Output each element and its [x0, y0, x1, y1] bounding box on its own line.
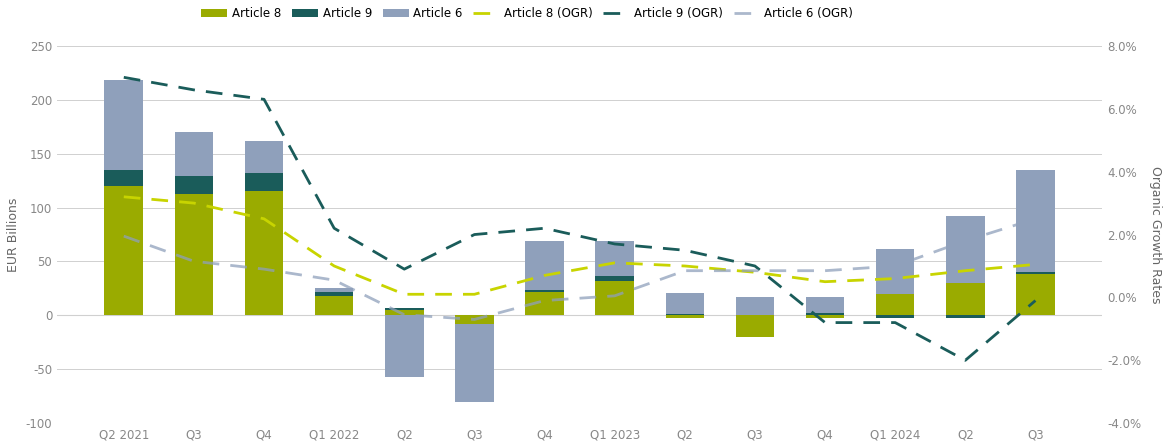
- Article 8 (OGR): [818, 279, 832, 284]
- Bar: [385, 310, 423, 315]
- Article 8 (OGR): [959, 268, 973, 273]
- Article 8 (OGR): [327, 263, 341, 269]
- Article 9 (OGR): [117, 75, 131, 80]
- Article 6 (OGR): [468, 317, 482, 322]
- Bar: [805, 313, 844, 315]
- Bar: [1016, 275, 1054, 315]
- Bar: [104, 170, 143, 186]
- Article 8 (OGR): [538, 273, 552, 278]
- Article 6 (OGR): [327, 277, 341, 283]
- Bar: [735, 297, 774, 315]
- Article 9 (OGR): [257, 97, 271, 102]
- Article 6 (OGR): [888, 263, 902, 269]
- Bar: [455, 324, 493, 402]
- Article 9 (OGR): [397, 267, 411, 272]
- Article 6 (OGR): [608, 293, 622, 298]
- Article 8 (OGR): [468, 292, 482, 297]
- Bar: [595, 241, 634, 276]
- Bar: [735, 315, 774, 337]
- Bar: [876, 249, 914, 294]
- Bar: [174, 132, 213, 177]
- Article 8 (OGR): [257, 216, 271, 221]
- Line: Article 6 (OGR): Article 6 (OGR): [124, 219, 1036, 319]
- Bar: [385, 308, 423, 310]
- Bar: [314, 289, 353, 292]
- Bar: [104, 186, 143, 315]
- Bar: [946, 315, 984, 318]
- Article 9 (OGR): [538, 225, 552, 231]
- Bar: [876, 315, 914, 318]
- Bar: [595, 281, 634, 315]
- Bar: [525, 292, 563, 315]
- Y-axis label: EUR Billions: EUR Billions: [7, 198, 20, 272]
- Article 8 (OGR): [608, 260, 622, 266]
- Bar: [385, 315, 423, 377]
- Line: Article 8 (OGR): Article 8 (OGR): [124, 197, 1036, 294]
- Article 9 (OGR): [748, 263, 762, 269]
- Bar: [805, 315, 844, 318]
- Article 6 (OGR): [818, 268, 832, 273]
- Bar: [665, 315, 704, 318]
- Bar: [665, 314, 704, 315]
- Article 8 (OGR): [117, 194, 131, 199]
- Article 9 (OGR): [678, 248, 692, 253]
- Article 6 (OGR): [678, 268, 692, 273]
- Article 6 (OGR): [397, 312, 411, 317]
- Article 8 (OGR): [1029, 262, 1043, 267]
- Bar: [314, 296, 353, 315]
- Bar: [244, 141, 283, 173]
- Line: Article 9 (OGR): Article 9 (OGR): [124, 78, 1036, 360]
- Article 8 (OGR): [748, 270, 762, 275]
- Article 9 (OGR): [1029, 298, 1043, 303]
- Article 6 (OGR): [748, 268, 762, 273]
- Article 9 (OGR): [468, 232, 482, 237]
- Bar: [946, 283, 984, 315]
- Article 6 (OGR): [538, 298, 552, 303]
- Article 9 (OGR): [608, 241, 622, 247]
- Bar: [525, 241, 563, 289]
- Bar: [876, 294, 914, 315]
- Article 9 (OGR): [327, 225, 341, 231]
- Bar: [1016, 272, 1054, 275]
- Article 6 (OGR): [257, 267, 271, 272]
- Bar: [314, 292, 353, 296]
- Article 9 (OGR): [818, 320, 832, 325]
- Bar: [665, 293, 704, 314]
- Bar: [174, 194, 213, 315]
- Bar: [104, 80, 143, 170]
- Article 8 (OGR): [678, 263, 692, 269]
- Legend: Article 8, Article 9, Article 6, Article 8 (OGR), Article 9 (OGR), Article 6 (OG: Article 8, Article 9, Article 6, Article…: [196, 3, 858, 25]
- Bar: [174, 177, 213, 194]
- Bar: [455, 315, 493, 324]
- Bar: [525, 289, 563, 292]
- Bar: [805, 297, 844, 313]
- Y-axis label: Organic Growth Rates: Organic Growth Rates: [1149, 166, 1162, 303]
- Bar: [244, 191, 283, 315]
- Article 6 (OGR): [1029, 216, 1043, 221]
- Article 9 (OGR): [959, 358, 973, 363]
- Bar: [595, 276, 634, 281]
- Article 9 (OGR): [187, 87, 201, 93]
- Bar: [244, 173, 283, 191]
- Article 6 (OGR): [959, 238, 973, 244]
- Article 8 (OGR): [888, 276, 902, 281]
- Bar: [1016, 170, 1054, 272]
- Article 6 (OGR): [187, 258, 201, 264]
- Article 6 (OGR): [117, 233, 131, 239]
- Bar: [946, 216, 984, 283]
- Article 8 (OGR): [187, 200, 201, 206]
- Article 9 (OGR): [888, 320, 902, 325]
- Article 8 (OGR): [397, 292, 411, 297]
